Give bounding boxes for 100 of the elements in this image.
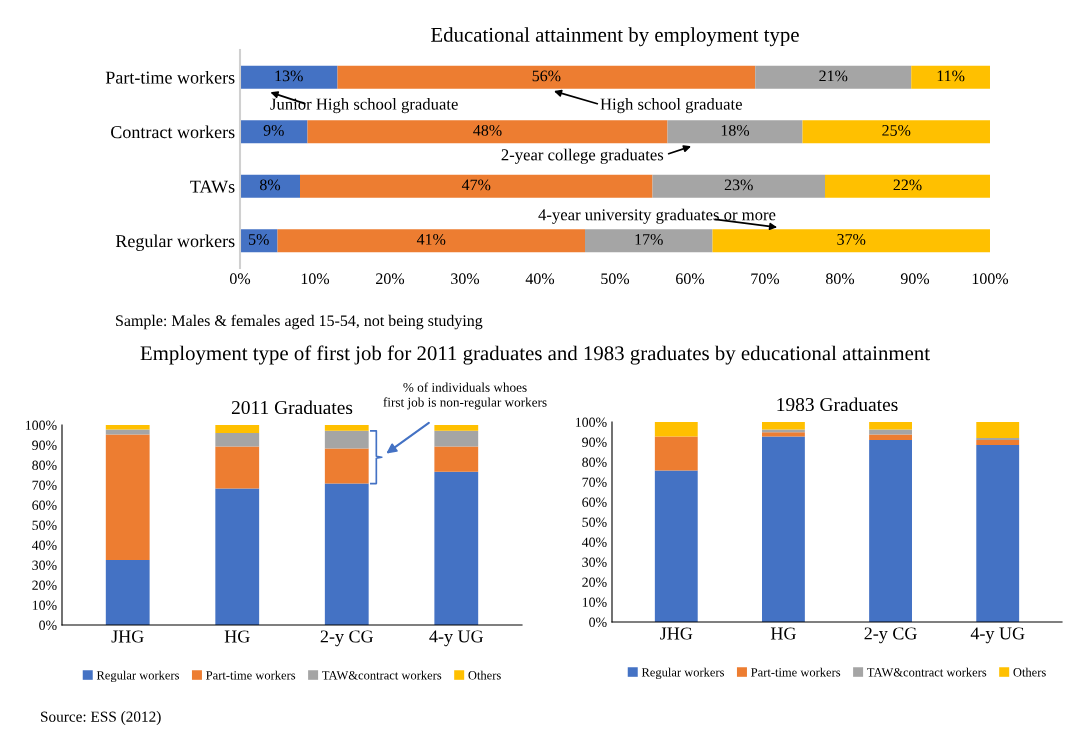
bar [240,120,308,144]
bar [762,432,805,437]
x-tick-label: JHG [111,630,144,643]
chart-title: Educational attainment by employment type [431,27,799,47]
text: Sample: Males & females aged 15-54, not being studying [116,314,483,330]
data-label: 22% [893,179,922,191]
bar [654,422,698,437]
data-label: 11% [937,70,965,82]
x-tick-label: 4-y UG [429,630,484,647]
legend-label: Others [468,670,501,680]
legend-label: TAW&contract workers [322,670,442,680]
y-tick-label: 100% [575,417,607,427]
y-tick-label: 10% [582,597,607,607]
x-tick-label: 2-y CG [864,627,917,644]
bar [215,425,260,433]
data-label: 9% [263,124,284,136]
x-tick-label: 10% [301,273,330,285]
bar [654,470,698,622]
y-tick-label: TAWs [190,180,235,193]
y-tick-label: 50% [32,520,57,530]
bar [911,65,990,89]
series-label: High school graduate [600,98,742,114]
series-label: Junior High school graduate [270,98,458,114]
y-tick-label: 30% [582,557,607,567]
bar [215,433,260,447]
data-label: 37% [837,233,866,245]
x-tick-label: 70% [751,273,780,285]
bar [976,445,1020,622]
bar [654,436,698,471]
data-label: 25% [882,124,911,136]
bar [105,425,150,430]
data-label: 41% [416,233,446,245]
bar [585,229,713,253]
x-tick-label: 100% [972,273,1009,285]
y-tick-label: Part-time workers [105,70,235,84]
data-label: 21% [819,70,848,82]
bar [712,229,990,253]
legend-label: TAW&contract workers [867,667,987,677]
series-label: 4-year university graduates or more [538,208,776,224]
y-tick-label: 40% [581,537,607,547]
y-tick-label: 20% [32,580,57,590]
bar [869,429,912,435]
data-label: 23% [724,179,753,191]
bar [324,483,369,625]
bar [869,440,912,622]
y-tick-label: Regular workers [115,234,235,251]
bar [307,120,668,144]
y-tick-label: 40% [31,540,57,550]
data-label: 47% [461,179,491,191]
x-tick-label: 2-y CG [320,630,374,647]
bar [434,425,479,431]
bar [434,446,479,472]
legend-label: Others [1013,667,1046,677]
chart-title: 2011 Graduates [231,400,353,415]
bar [215,446,260,489]
y-tick-label: 10% [32,600,57,610]
bar [215,488,260,625]
bar [802,120,990,144]
x-tick-label: 80% [825,273,855,285]
text: % of individuals whoes first job is non-regular workers [383,382,547,410]
x-tick-label: 50% [601,273,630,285]
bar [105,560,150,625]
bar [755,65,912,89]
bar [976,422,1020,438]
y-tick-label: 60% [582,497,607,507]
bar [324,430,369,449]
legend-label: Regular workers [641,667,724,680]
x-tick-label: 4-y UG [970,627,1025,644]
x-tick-label: HG [224,630,250,643]
bar [240,174,300,198]
bar [300,174,653,198]
chart-title: 1983 Graduates [777,397,898,412]
bar [105,429,150,435]
y-tick-label: 80% [582,457,607,467]
y-tick-label: 60% [32,500,57,510]
bar [434,471,479,625]
bar [869,422,912,430]
legend-label: Part-time workers [751,667,841,677]
bar [869,434,912,440]
bar [240,229,278,253]
text: Employment type of first job for 2011 graduates and 1983 graduates by educational attainment [140,345,930,365]
bar [324,448,369,484]
data-label: 48% [473,124,502,136]
bar [652,174,825,198]
bar [762,429,805,433]
bar [434,430,479,447]
y-tick-label: 70% [582,477,607,487]
y-tick-label: 100% [25,420,57,430]
y-tick-label: 50% [582,517,607,527]
y-tick-label: 0% [589,617,607,627]
data-label: 18% [721,124,750,136]
legend-label: Regular workers [96,670,179,683]
x-tick-label: HG [770,627,796,640]
bar [337,65,756,89]
bar [277,229,585,253]
y-tick-label: 30% [32,560,57,570]
x-tick-label: JHG [660,627,693,640]
x-tick-label: 30% [451,273,480,285]
bar [240,65,338,89]
x-tick-label: 20% [376,273,405,285]
